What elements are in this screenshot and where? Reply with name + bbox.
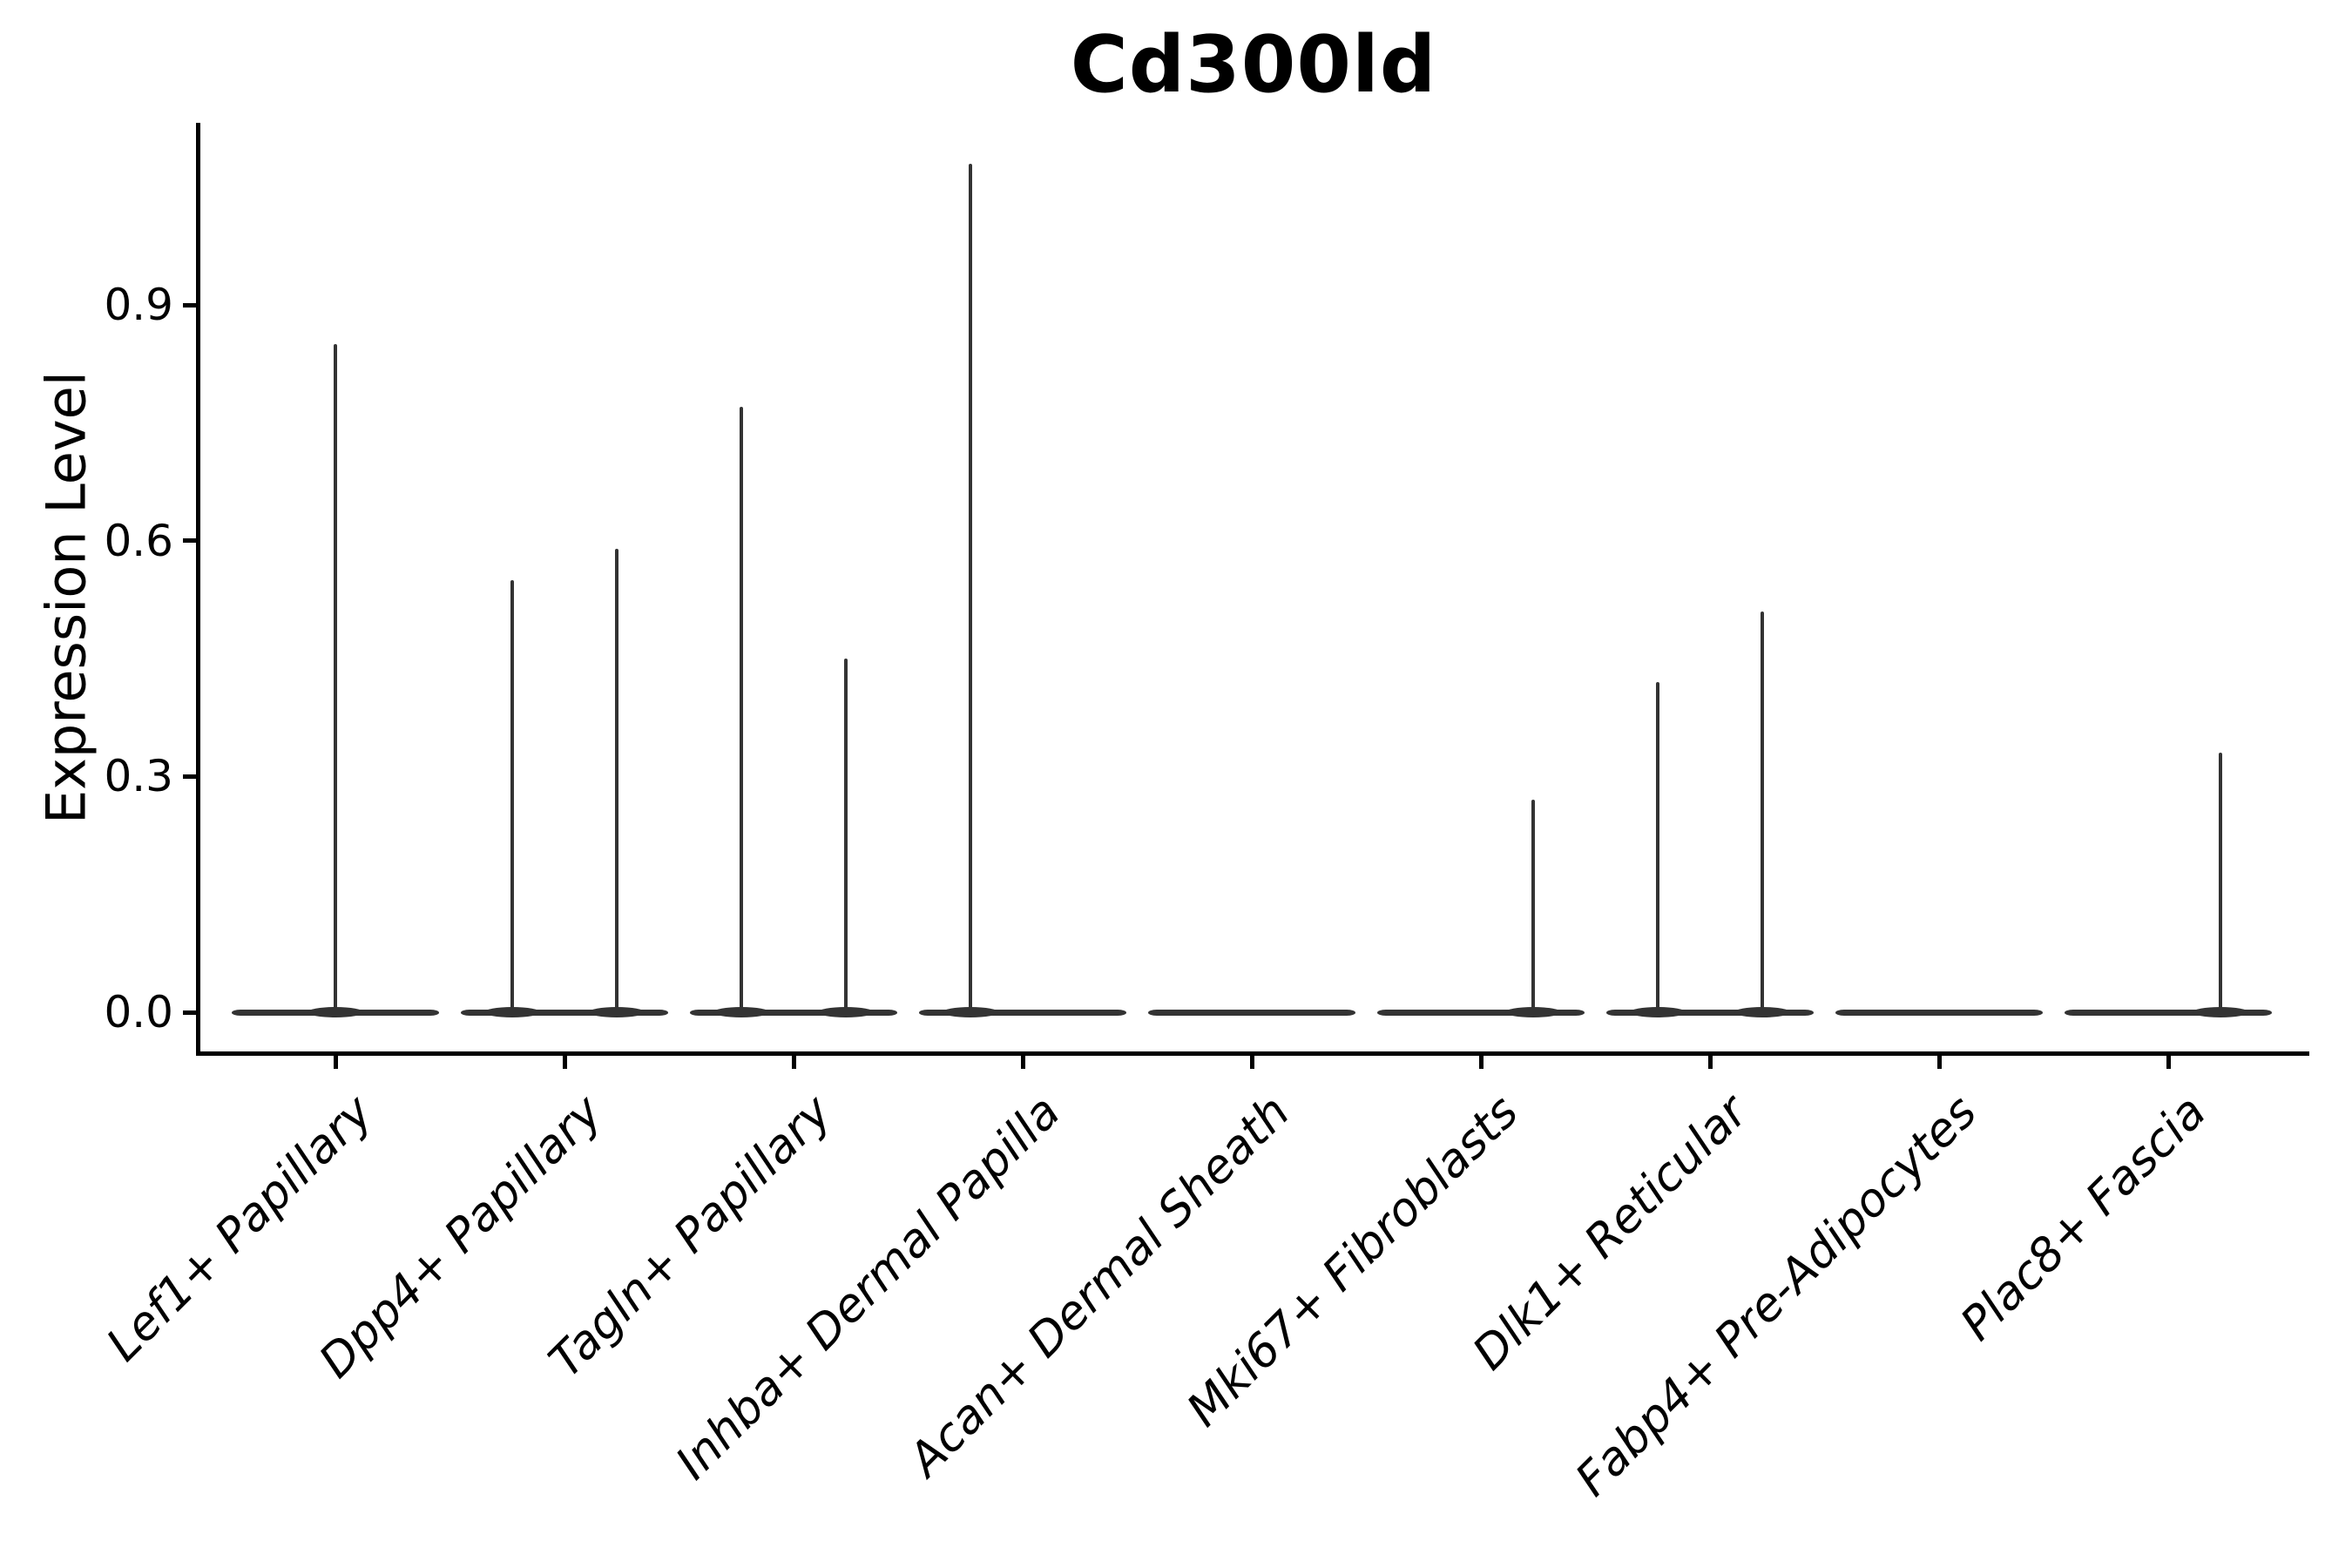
violin-spike (968, 163, 972, 1014)
x-tick-mark (2166, 1056, 2171, 1069)
violin-baseline (1835, 1009, 2043, 1016)
y-axis-spine (196, 123, 200, 1056)
y-tick-label: 0.3 (104, 751, 173, 802)
violin-baseline (1148, 1009, 1355, 1016)
violin-baseline (2065, 1009, 2272, 1016)
violin-baseline (1606, 1009, 1814, 1016)
violin-spike (1761, 611, 1765, 1014)
x-axis-spine (196, 1051, 2309, 1056)
y-tick-mark (183, 774, 198, 779)
x-tick-mark (333, 1056, 338, 1069)
violin-spike (1655, 682, 1659, 1014)
chart-title: Cd300ld (1070, 19, 1437, 111)
y-tick-mark (183, 1010, 198, 1015)
violin-spike (615, 548, 619, 1014)
violin-baseline (919, 1009, 1126, 1016)
x-tick-label: Acan+ Dermal Sheath (898, 1085, 1301, 1487)
x-tick-label: Inhba+ Dermal Papilla (666, 1085, 1071, 1490)
y-tick-label: 0.6 (104, 515, 173, 566)
x-tick-mark (1478, 1056, 1484, 1069)
x-tick-mark (791, 1056, 796, 1069)
violin-baseline (1377, 1009, 1585, 1016)
x-tick-mark (1020, 1056, 1025, 1069)
violin-spike (739, 407, 743, 1014)
y-tick-mark (183, 538, 198, 544)
x-tick-mark (1936, 1056, 1942, 1069)
y-tick-label: 0.9 (104, 280, 173, 331)
x-tick-mark (1707, 1056, 1713, 1069)
violin-spike (2219, 753, 2223, 1014)
violin-baseline (690, 1009, 897, 1016)
violin-baseline (461, 1009, 668, 1016)
x-tick-label: Fabp4+ Pre-Adipocytes (1565, 1085, 1988, 1507)
y-tick-label: 0.0 (104, 987, 173, 1037)
violin-spike (1531, 800, 1536, 1014)
y-tick-mark (183, 302, 198, 308)
x-tick-label: Plac8+ Fascia (1950, 1085, 2217, 1351)
x-tick-mark (562, 1056, 567, 1069)
violin-spike (510, 579, 514, 1014)
x-tick-mark (1249, 1056, 1254, 1069)
violin-spike (844, 659, 848, 1014)
violin-spike (334, 344, 337, 1014)
